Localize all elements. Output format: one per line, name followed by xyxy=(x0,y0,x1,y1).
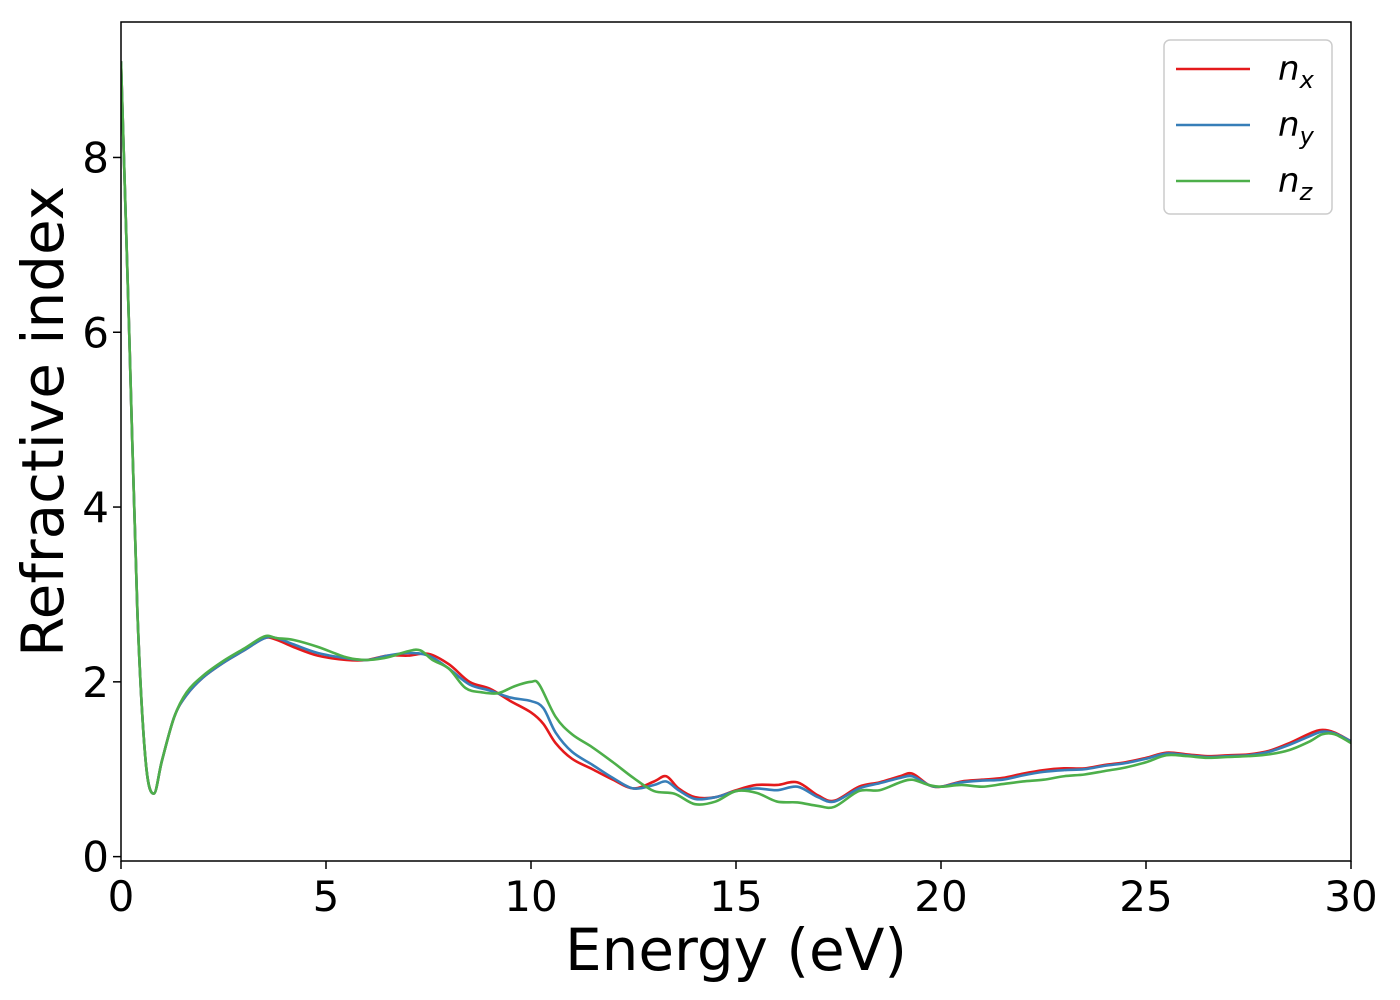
y-tick-label: 4 xyxy=(82,483,109,532)
y-tick-label: 8 xyxy=(82,133,109,182)
x-tick-label: 25 xyxy=(1119,872,1172,921)
y-axis-title: Refractive index xyxy=(9,186,77,657)
x-tick-label: 15 xyxy=(709,872,762,921)
x-tick-label: 0 xyxy=(108,872,135,921)
x-tick-label: 5 xyxy=(313,872,340,921)
legend-box xyxy=(1163,39,1333,215)
legend-label-ny: ny xyxy=(1278,105,1315,150)
series-line-ny xyxy=(121,61,1351,804)
legend-label-nx: nx xyxy=(1278,49,1315,94)
y-tick-label: 2 xyxy=(82,658,109,707)
y-tick-label: 6 xyxy=(82,308,109,357)
x-axis-title: Energy (eV) xyxy=(565,916,907,984)
x-tick-label: 20 xyxy=(914,872,967,921)
x-axis-ticks: 0 5 10 15 20 25 30 xyxy=(108,861,1378,921)
y-axis-ticks: 0 2 4 6 8 xyxy=(82,133,121,882)
series-layer xyxy=(121,61,1351,810)
x-tick-label: 10 xyxy=(504,872,557,921)
x-tick-label: 30 xyxy=(1324,872,1377,921)
y-tick-label: 0 xyxy=(82,833,109,882)
series-line-nz xyxy=(121,61,1351,810)
